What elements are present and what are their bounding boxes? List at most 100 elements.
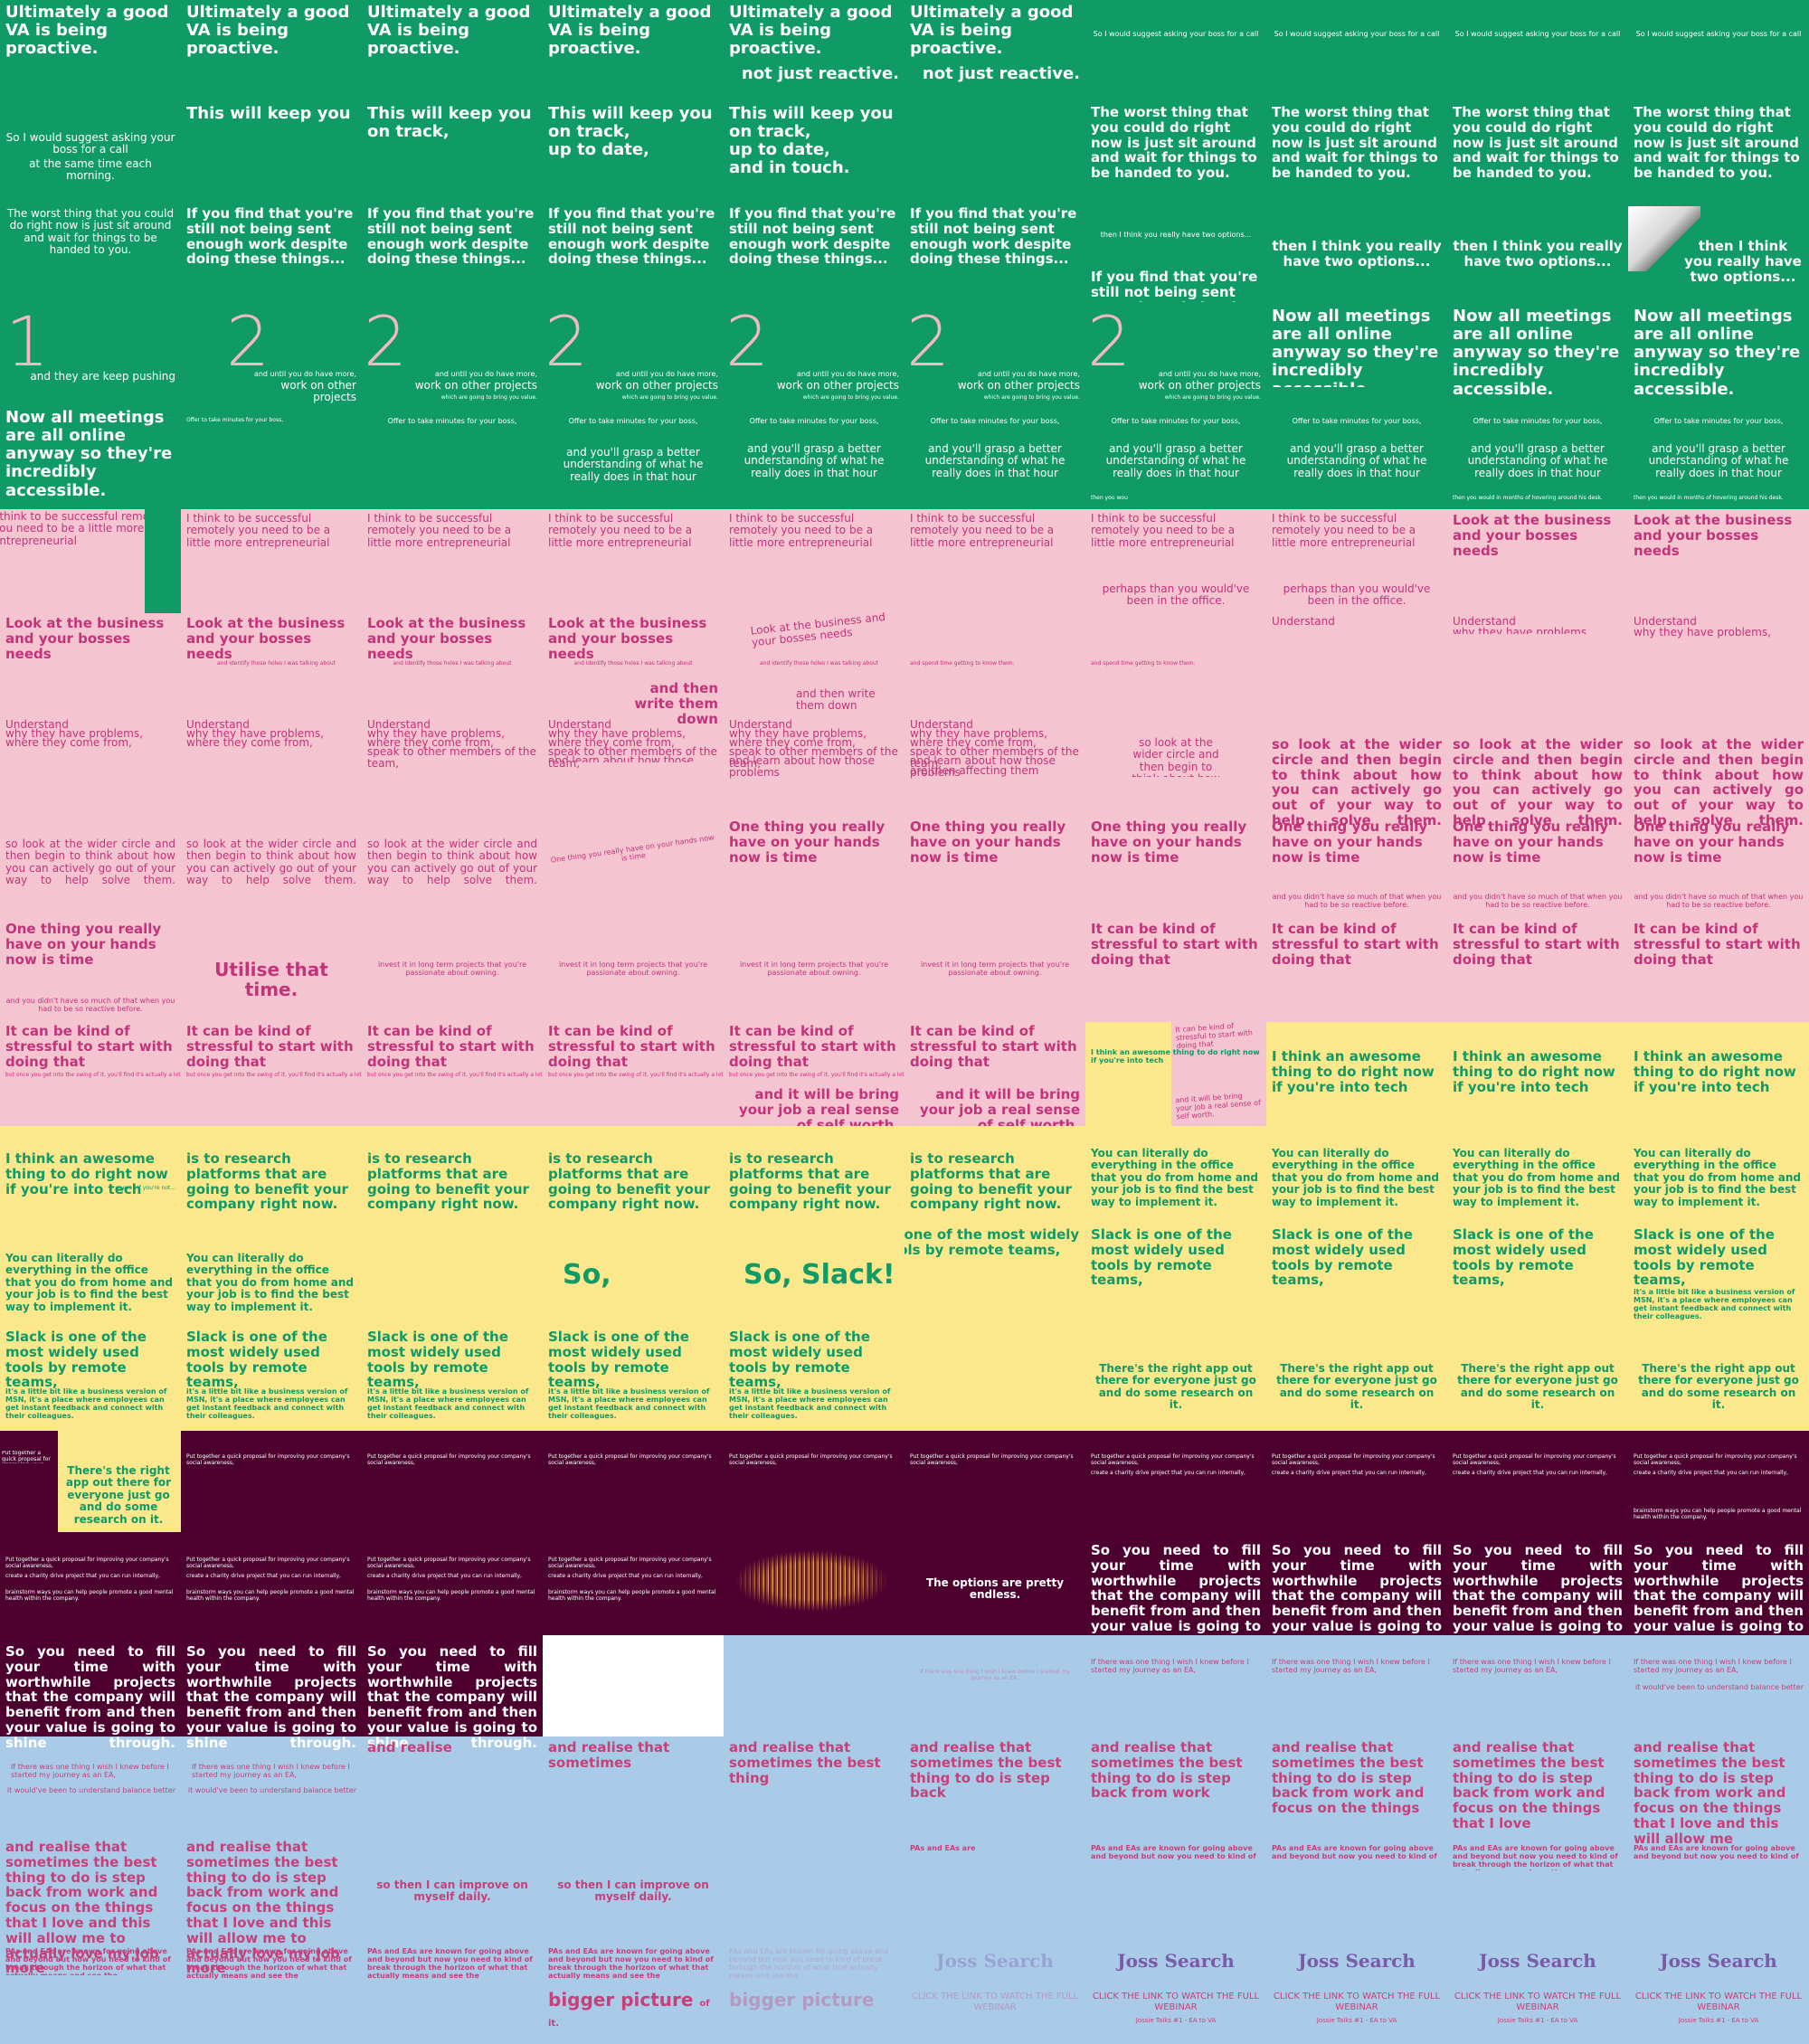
frame-m5[interactable]: Put together a quick proposal for improv… xyxy=(724,1431,904,1635)
pink-frames-row: I think to be successful remotely you ne… xyxy=(0,509,1809,1022)
frame-text: PAs and EAs are known for going above an… xyxy=(367,1947,533,1980)
frame-b9[interactable]: If there was one thing I wish I knew bef… xyxy=(1447,1635,1628,2044)
frame-p10[interactable]: Look at the business and your bosses nee… xyxy=(1628,509,1809,1022)
frame-p6b[interactable]: It can be kind of stressful to start wit… xyxy=(904,1022,1085,1126)
frame-text: is to research platforms that are going … xyxy=(186,1150,348,1213)
frame-p9b[interactable]: I think an awesome thing to do right now… xyxy=(1447,1022,1628,1126)
frame-p1[interactable]: I think to be successful remotely you ne… xyxy=(0,509,181,1022)
frame-p8b[interactable]: I think an awesome thing to do right now… xyxy=(1266,1022,1447,1126)
watch-webinar-link[interactable]: CLICK THE LINK TO WATCH THE FULL WEBINAR xyxy=(1273,1992,1441,2012)
frame-text: which are going to bring you value. xyxy=(802,394,899,401)
frame-b5[interactable]: and realise that sometimes the best thin… xyxy=(724,1635,904,2044)
frame-b8[interactable]: If there was one thing I wish I knew bef… xyxy=(1266,1635,1447,2044)
bigger-picture-text: bigger picture xyxy=(729,1989,875,2011)
frame-text: speak to other members of the team, xyxy=(548,745,717,771)
frame-g8[interactable]: So I would suggest asking your boss for … xyxy=(1266,0,1447,509)
frame-text: It can be kind of stressful to start wit… xyxy=(1634,921,1801,968)
frame-text: so look at the wider circle and then beg… xyxy=(1453,736,1623,828)
frame-b6[interactable]: If there was one thing I wish I knew bef… xyxy=(904,1635,1085,2044)
frame-y1[interactable]: I think an awesome thing to do right now… xyxy=(0,1126,181,1431)
frame-p7[interactable]: I think to be successful remotely you ne… xyxy=(1085,509,1266,1022)
frame-p8[interactable]: I think to be successful remotely you ne… xyxy=(1266,509,1447,1022)
frame-text: and realise that sometimes the best thin… xyxy=(910,1739,1062,1802)
frame-text: You can literally do everything in the o… xyxy=(5,1252,173,1313)
frame-g10[interactable]: So I would suggest asking your boss for … xyxy=(1628,0,1809,509)
frame-text: PAs and EAs are xyxy=(910,1844,976,1852)
frame-text: Put together a quick proposal for improv… xyxy=(910,1453,1074,1466)
frame-y7[interactable]: You can literally do everything in the o… xyxy=(1085,1126,1266,1431)
frame-b7[interactable]: If there was one thing I wish I knew bef… xyxy=(1085,1635,1266,2044)
frame-b4[interactable]: and realise that sometimes so then I can… xyxy=(543,1635,724,2044)
frame-y5[interactable]: is to research platforms that are going … xyxy=(724,1126,904,1431)
pink-transition-strip xyxy=(1171,1022,1266,1126)
frame-text: Slack is one of the most widely used too… xyxy=(1272,1226,1413,1289)
frame-m10[interactable]: Put together a quick proposal for improv… xyxy=(1628,1431,1809,1635)
frame-text: Look at the business and your bosses nee… xyxy=(749,610,886,649)
frame-text: I think an awesome thing to do right now… xyxy=(1091,1048,1260,1065)
frame-p1b[interactable]: It can be kind of stressful to start wit… xyxy=(0,1022,181,1126)
watch-webinar-link[interactable]: CLICK THE LINK TO WATCH THE FULL WEBINAR xyxy=(1634,1992,1803,2012)
frame-b10[interactable]: If there was one thing I wish I knew bef… xyxy=(1628,1635,1809,2044)
frame-p6[interactable]: I think to be successful remotely you ne… xyxy=(904,509,1085,1022)
frame-p4b[interactable]: It can be kind of stressful to start wit… xyxy=(543,1022,724,1126)
frame-text: and realise xyxy=(367,1739,452,1755)
frame-text: PAs and EAs are known for going above an… xyxy=(1634,1845,1799,1861)
frame-text: One thing you really have on your hands … xyxy=(910,819,1066,866)
joss-search-logo: Joss Search xyxy=(1117,1950,1235,1972)
frame-m3[interactable]: Put together a quick proposal for improv… xyxy=(362,1431,543,1635)
frame-b2[interactable]: So you need to fill your time with worth… xyxy=(181,1635,362,2044)
frame-text: So I would suggest asking your boss for … xyxy=(1635,30,1802,38)
frame-p3b[interactable]: It can be kind of stressful to start wit… xyxy=(362,1022,543,1126)
frame-text: and realise that sometimes the best thin… xyxy=(1634,1739,1786,1847)
frame-p3[interactable]: I think to be successful remotely you ne… xyxy=(362,509,543,1022)
frame-p10b[interactable]: I think an awesome thing to do right now… xyxy=(1628,1022,1809,1126)
frame-text: brainstorm ways you can help people prom… xyxy=(367,1589,535,1602)
frame-text: Offer to take minutes for your boss, xyxy=(1653,417,1784,425)
frame-text: It can be kind of stressful to start wit… xyxy=(5,1023,173,1070)
frame-text: One thing you really have on your hands … xyxy=(550,833,715,865)
frame-m1[interactable]: There's the right app out there for ever… xyxy=(0,1431,181,1635)
frame-p4[interactable]: I think to be successful remotely you ne… xyxy=(543,509,724,1022)
frame-text: Put together a quick proposal for improv… xyxy=(186,1557,350,1569)
frame-y4[interactable]: is to research platforms that are going … xyxy=(543,1126,724,1431)
watch-webinar-link[interactable]: CLICK THE LINK TO WATCH THE FULL WEBINAR xyxy=(1454,1992,1622,2012)
frame-p7b[interactable]: I think an awesome thing to do right now… xyxy=(1085,1022,1266,1126)
frame-text: then I think you really have two options… xyxy=(1453,238,1623,270)
frame-text: You can literally do everything in the o… xyxy=(1453,1147,1620,1208)
frame-p2b[interactable]: It can be kind of stressful to start wit… xyxy=(181,1022,362,1126)
frame-y10[interactable]: You can literally do everything in the o… xyxy=(1628,1126,1809,1431)
frame-text: and you'll grasp a better understanding … xyxy=(924,442,1066,479)
frame-y9[interactable]: You can literally do everything in the o… xyxy=(1447,1126,1628,1431)
frame-g3[interactable]: Ultimately a good VA is being proactive.… xyxy=(362,0,543,509)
frame-g2[interactable]: Ultimately a good VA is being proactive.… xyxy=(181,0,362,509)
frame-p2[interactable]: I think to be successful remotely you ne… xyxy=(181,509,362,1022)
frame-y2[interactable]: is to research platforms that are going … xyxy=(181,1126,362,1431)
frame-m7[interactable]: Put together a quick proposal for improv… xyxy=(1085,1431,1266,1635)
frame-g7[interactable]: So I would suggest asking your boss for … xyxy=(1085,0,1266,509)
frame-g4[interactable]: Ultimately a good VA is being proactive.… xyxy=(543,0,724,509)
frame-g1[interactable]: Ultimately a good VA is being proactive.… xyxy=(0,0,181,509)
frame-b1[interactable]: So you need to fill your time with worth… xyxy=(0,1635,181,2044)
watch-webinar-link[interactable]: CLICK THE LINK TO WATCH THE FULL WEBINAR xyxy=(1092,1992,1260,2012)
frame-text: Look at the business and your bosses nee… xyxy=(1453,512,1612,559)
frame-y3[interactable]: is to research platforms that are going … xyxy=(362,1126,543,1431)
frame-b3[interactable]: So you need to fill your time with worth… xyxy=(362,1635,543,2044)
frame-m8[interactable]: Put together a quick proposal for improv… xyxy=(1266,1431,1447,1635)
frame-m6[interactable]: Put together a quick proposal for improv… xyxy=(904,1431,1085,1635)
bigger-picture-text: bigger picture xyxy=(548,1989,694,2011)
frame-g6[interactable]: Ultimately a good VA is being proactive.… xyxy=(904,0,1085,509)
frame-y6[interactable]: is to research platforms that are going … xyxy=(904,1126,1085,1431)
frame-text: and you didn't have so much of that when… xyxy=(1634,893,1804,909)
frame-m2[interactable]: Put together a quick proposal for improv… xyxy=(181,1431,362,1635)
frame-p5b[interactable]: It can be kind of stressful to start wit… xyxy=(724,1022,904,1126)
number-one: 1 xyxy=(5,301,50,382)
watch-webinar-link[interactable]: CLICK THE LINK TO WATCH THE FULL WEBINAR xyxy=(911,1992,1079,2012)
frame-g9[interactable]: So I would suggest asking your boss for … xyxy=(1447,0,1628,509)
frame-g5[interactable]: Ultimately a good VA is being proactive.… xyxy=(724,0,904,509)
frame-y8[interactable]: You can literally do everything in the o… xyxy=(1266,1126,1447,1431)
frame-p9[interactable]: Look at the business and your bosses nee… xyxy=(1447,509,1628,1022)
frame-text: So I would suggest asking your boss for … xyxy=(1093,30,1259,38)
frame-m9[interactable]: Put together a quick proposal for improv… xyxy=(1447,1431,1628,1635)
frame-m4[interactable]: Put together a quick proposal for improv… xyxy=(543,1431,724,1635)
frame-p5[interactable]: I think to be successful remotely you ne… xyxy=(724,509,904,1022)
